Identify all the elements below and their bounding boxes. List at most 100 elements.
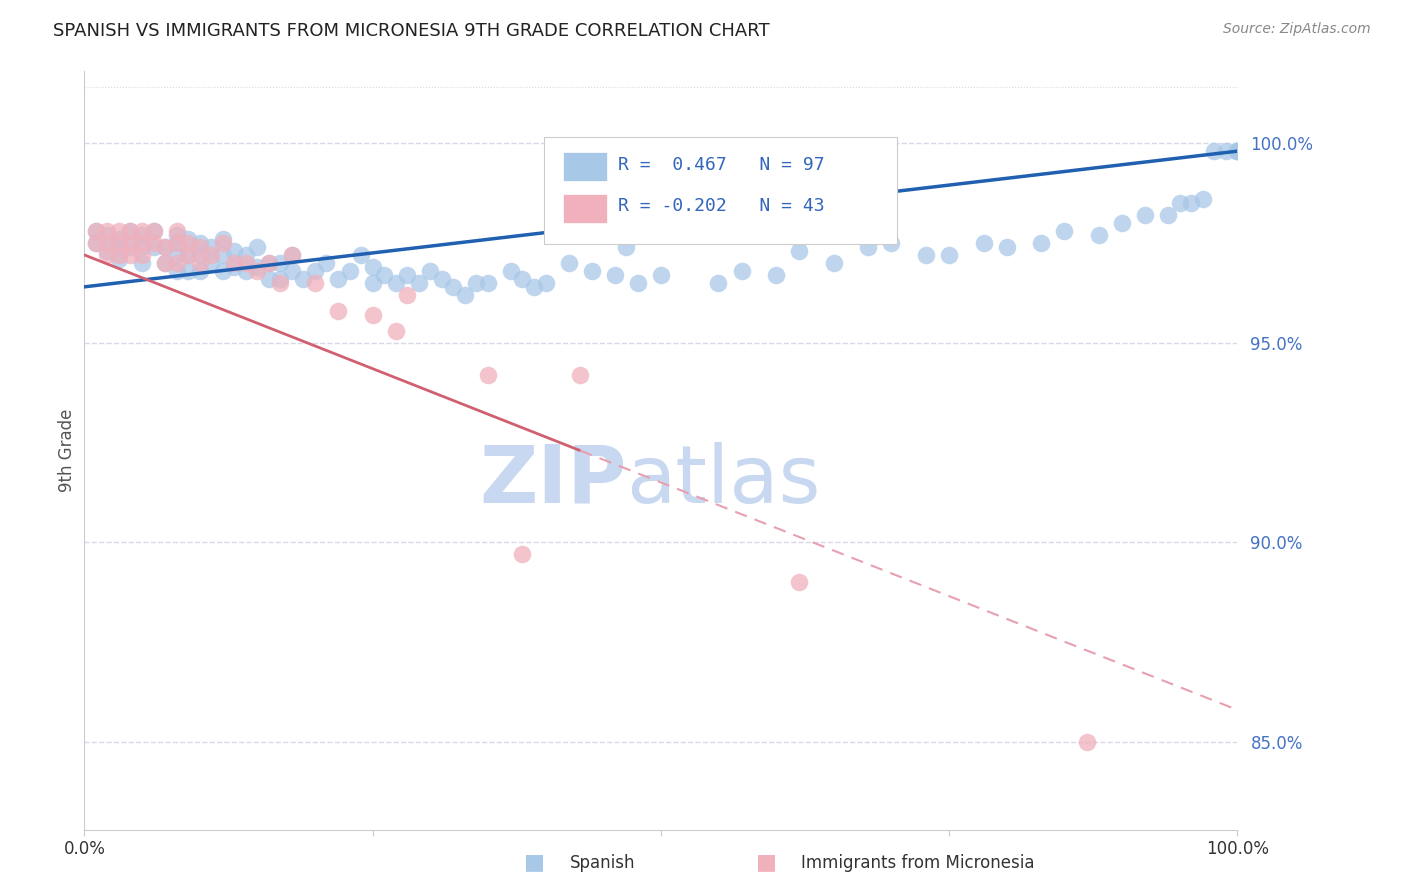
Point [96, 248, 118, 262]
Point [142, 240, 165, 254]
Text: R =  0.467   N = 97: R = 0.467 N = 97 [619, 155, 825, 174]
Point [292, 272, 315, 286]
FancyBboxPatch shape [544, 137, 897, 244]
Point [96, 244, 118, 258]
Point [1204, 144, 1226, 158]
Point [1157, 208, 1180, 222]
Point [211, 232, 233, 246]
Point [1168, 196, 1191, 211]
Point [235, 248, 257, 262]
Point [627, 276, 650, 290]
Point [326, 303, 349, 318]
Point [499, 264, 522, 278]
Point [707, 276, 730, 290]
Text: atlas: atlas [626, 442, 821, 520]
Point [787, 244, 810, 258]
Point [188, 248, 211, 262]
Point [246, 260, 269, 274]
Point [350, 248, 373, 262]
Point [188, 256, 211, 270]
Point [153, 256, 176, 270]
FancyBboxPatch shape [562, 153, 606, 181]
Point [224, 260, 246, 274]
Point [1226, 144, 1249, 158]
Point [765, 268, 787, 282]
Point [361, 276, 384, 290]
Point [96, 235, 118, 250]
Point [131, 235, 153, 250]
Point [96, 227, 118, 242]
Point [1031, 235, 1053, 250]
Point [84, 235, 107, 250]
Point [177, 248, 200, 262]
Point [108, 248, 131, 262]
Point [730, 264, 752, 278]
Point [569, 368, 592, 382]
Point [257, 256, 280, 270]
Point [361, 260, 384, 274]
Point [603, 268, 626, 282]
Point [177, 248, 200, 262]
Point [166, 227, 188, 242]
Point [142, 224, 165, 238]
Point [534, 276, 557, 290]
Point [465, 276, 488, 290]
Point [108, 235, 131, 250]
Point [108, 240, 131, 254]
Point [120, 240, 142, 254]
Point [120, 248, 142, 262]
Point [304, 264, 326, 278]
FancyBboxPatch shape [562, 194, 606, 223]
Point [224, 256, 246, 270]
Point [177, 235, 200, 250]
Point [84, 224, 107, 238]
Point [211, 264, 233, 278]
Point [396, 268, 419, 282]
Text: Immigrants from Micronesia: Immigrants from Micronesia [801, 855, 1035, 872]
Point [384, 324, 406, 338]
Y-axis label: 9th Grade: 9th Grade [58, 409, 76, 492]
Point [257, 272, 280, 286]
Point [166, 235, 188, 250]
Point [84, 224, 107, 238]
Point [1111, 216, 1133, 230]
Point [1076, 735, 1098, 749]
Point [1226, 144, 1249, 158]
Point [200, 240, 222, 254]
Point [188, 264, 211, 278]
Point [153, 240, 176, 254]
Point [269, 276, 291, 290]
Point [131, 256, 153, 270]
Point [477, 368, 499, 382]
Point [512, 547, 534, 561]
Point [200, 256, 222, 270]
Point [188, 240, 211, 254]
Point [269, 272, 291, 286]
Point [938, 248, 960, 262]
Point [326, 272, 349, 286]
Point [384, 276, 406, 290]
Point [281, 264, 304, 278]
Point [361, 308, 384, 322]
Point [131, 227, 153, 242]
Point [454, 288, 477, 302]
Point [915, 248, 938, 262]
Point [315, 256, 337, 270]
Point [995, 240, 1018, 254]
Point [373, 268, 395, 282]
Point [823, 256, 845, 270]
Point [211, 248, 233, 262]
Point [108, 232, 131, 246]
Text: Spanish: Spanish [569, 855, 636, 872]
Point [108, 252, 131, 266]
Point [235, 256, 257, 270]
Point [269, 256, 291, 270]
Point [281, 248, 304, 262]
Point [246, 264, 269, 278]
Point [1215, 144, 1237, 158]
Point [430, 272, 453, 286]
Text: Source: ZipAtlas.com: Source: ZipAtlas.com [1223, 22, 1371, 37]
Point [131, 248, 153, 262]
Point [108, 224, 131, 238]
Point [153, 256, 176, 270]
